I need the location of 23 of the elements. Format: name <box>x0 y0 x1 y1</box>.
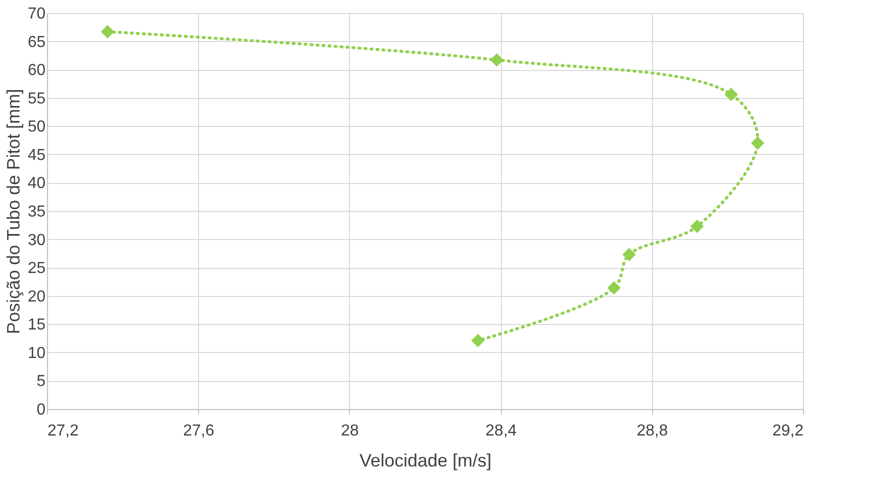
y-tick-label: 35 <box>28 204 46 220</box>
y-axis-title: Posição do Tubo de Pitot [mm] <box>4 88 24 334</box>
y-tick-label: 70 <box>28 6 46 22</box>
y-tick-label: 5 <box>36 373 46 390</box>
y-tick-label: 45 <box>28 146 46 164</box>
y-tick-label: 60 <box>28 62 46 80</box>
y-tick-label: 30 <box>28 232 46 249</box>
y-tick-label: 40 <box>28 175 46 192</box>
x-tick-label: 28,4 <box>486 422 517 440</box>
y-tick-label: 20 <box>28 288 46 306</box>
y-tick-label: 25 <box>28 260 46 278</box>
x-tick-label: 29,2 <box>772 422 804 440</box>
x-tick-label: 28,8 <box>636 422 668 440</box>
x-tick-label: 27,2 <box>48 422 79 440</box>
x-axis-title: Velocidade [m/s] <box>359 450 492 470</box>
y-tick-label: 15 <box>28 316 46 334</box>
y-tick-label: 65 <box>28 34 46 51</box>
y-tick-label: 0 <box>36 402 46 418</box>
x-tick-label: 27,6 <box>183 422 214 440</box>
y-tick-label: 10 <box>28 344 46 362</box>
y-tick-label: 50 <box>28 118 46 136</box>
x-tick-label: 28 <box>341 422 359 440</box>
y-tick-label: 55 <box>28 90 46 108</box>
